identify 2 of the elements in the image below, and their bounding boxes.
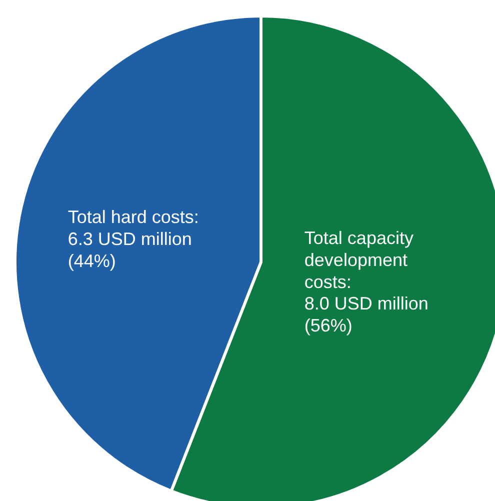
data-label: Total hard costs: 6.3 USD million (44%): [68, 206, 199, 271]
data-label: Total capacity development costs: 8.0 USD million (56%): [304, 228, 428, 336]
